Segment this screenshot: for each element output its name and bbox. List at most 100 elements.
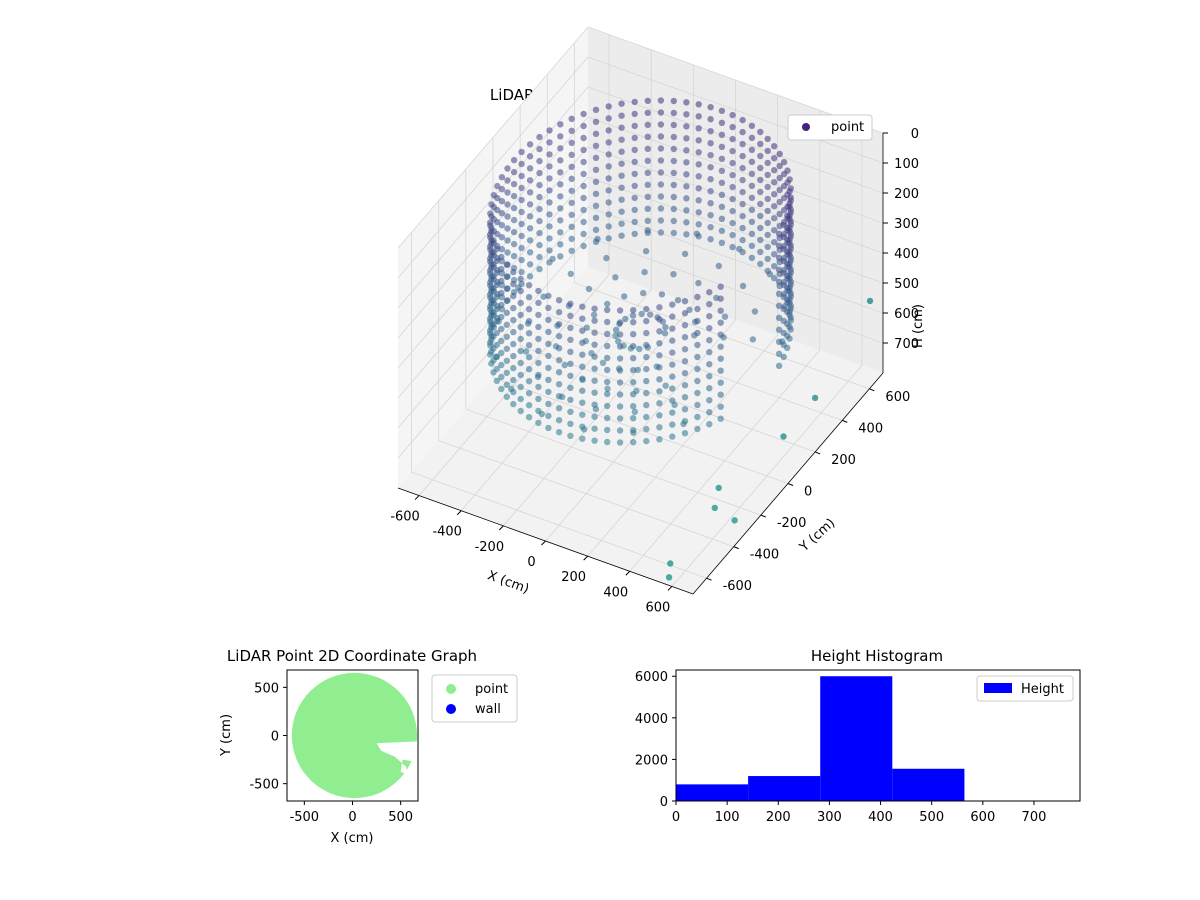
point-3d [555, 417, 563, 424]
point-3d [681, 406, 689, 413]
point-3d [718, 119, 726, 127]
point-3d [604, 378, 611, 386]
point-3d [555, 393, 563, 400]
x-tick-label-3d: 600 [646, 600, 671, 615]
point-3d [729, 243, 736, 251]
point-3d [729, 171, 736, 179]
point-3d [545, 364, 552, 372]
point-3d [706, 373, 713, 380]
point-3d [644, 133, 651, 140]
outlier-point-3d [711, 504, 718, 512]
panes-3d [398, 27, 883, 594]
point-3d [669, 313, 676, 320]
point-3d [656, 424, 663, 431]
point-3d [706, 409, 713, 416]
axes-2d: -500 0 500 -500 0 500 [249, 669, 419, 825]
point-3d [683, 195, 690, 202]
point-3d [757, 128, 764, 136]
point-3d [787, 185, 794, 192]
point-3d [555, 309, 563, 316]
point-3d [764, 147, 771, 155]
point-3d [775, 350, 783, 357]
histogram-bar [892, 768, 965, 801]
point-3d [670, 109, 677, 117]
point-3d [510, 292, 517, 300]
point-3d [525, 354, 533, 361]
point-3d [567, 396, 574, 403]
point-3d [605, 103, 612, 110]
y-tick-label-3d: 400 [858, 421, 883, 436]
point-3d [670, 217, 677, 225]
gridline-z [587, 56, 884, 164]
point-3d [657, 181, 665, 188]
point-3d [707, 152, 714, 159]
point-3d [630, 355, 637, 362]
point-3d [568, 151, 575, 158]
point-3d [729, 111, 736, 119]
point-3d [493, 377, 501, 385]
point-3d [555, 381, 563, 388]
point-3d [580, 134, 587, 142]
point-3d [644, 109, 651, 117]
point-3d [776, 186, 783, 194]
point-3d [503, 309, 510, 316]
gridline-z [397, 26, 589, 249]
outlier-point-3d [780, 433, 787, 440]
point-3d [669, 337, 676, 344]
point-3d [592, 190, 600, 197]
point-3d [717, 379, 724, 386]
point-3d [776, 150, 783, 158]
y-tick-3d [842, 419, 848, 423]
point-3d [739, 212, 746, 220]
point-3d [580, 146, 587, 154]
point-3d [605, 115, 612, 122]
point-3d [644, 97, 651, 105]
point-3d [656, 436, 663, 443]
legend-hist-label: Height [1021, 682, 1064, 697]
point-3d [670, 133, 677, 141]
point-3d [498, 325, 505, 333]
point-3d [618, 208, 625, 215]
point-3d [618, 232, 625, 239]
point-3d [681, 370, 689, 377]
point-3d [498, 313, 505, 321]
notch-2d [376, 741, 418, 801]
x-tick-label-2d: 0 [348, 810, 356, 825]
point-3d [498, 265, 505, 273]
point-3d [717, 403, 724, 410]
point-3d [568, 247, 575, 254]
point-3d [493, 257, 501, 265]
point-3d [657, 169, 665, 176]
legend-2d-wall-label: wall [475, 702, 501, 717]
point-3d [642, 248, 650, 255]
point-3d [579, 351, 586, 358]
point-3d [525, 414, 533, 421]
x-tick-label-3d: -600 [390, 510, 420, 525]
point-3d [729, 207, 736, 215]
point-3d [526, 213, 534, 220]
point-3d [775, 278, 783, 285]
point-3d [605, 223, 612, 230]
point-3d [757, 176, 764, 184]
point-3d [670, 97, 677, 105]
point-3d [592, 178, 600, 185]
point-3d [517, 395, 524, 403]
point-3d [536, 181, 543, 189]
point-3d [580, 122, 587, 130]
point-3d [631, 98, 638, 106]
point-3d [695, 185, 702, 192]
point-3d [694, 425, 701, 433]
point-3d [498, 210, 506, 217]
point-3d [718, 227, 726, 234]
point-3d [545, 352, 552, 360]
point-3d [757, 188, 764, 196]
point-3d [580, 158, 587, 166]
legend-3d-box [787, 114, 873, 141]
point-3d [771, 275, 778, 282]
point-3d [695, 161, 702, 168]
point-3d [670, 271, 677, 278]
point-3d [604, 390, 611, 398]
point-3d [717, 307, 724, 314]
point-3d [657, 109, 665, 116]
point-3d [669, 325, 676, 332]
